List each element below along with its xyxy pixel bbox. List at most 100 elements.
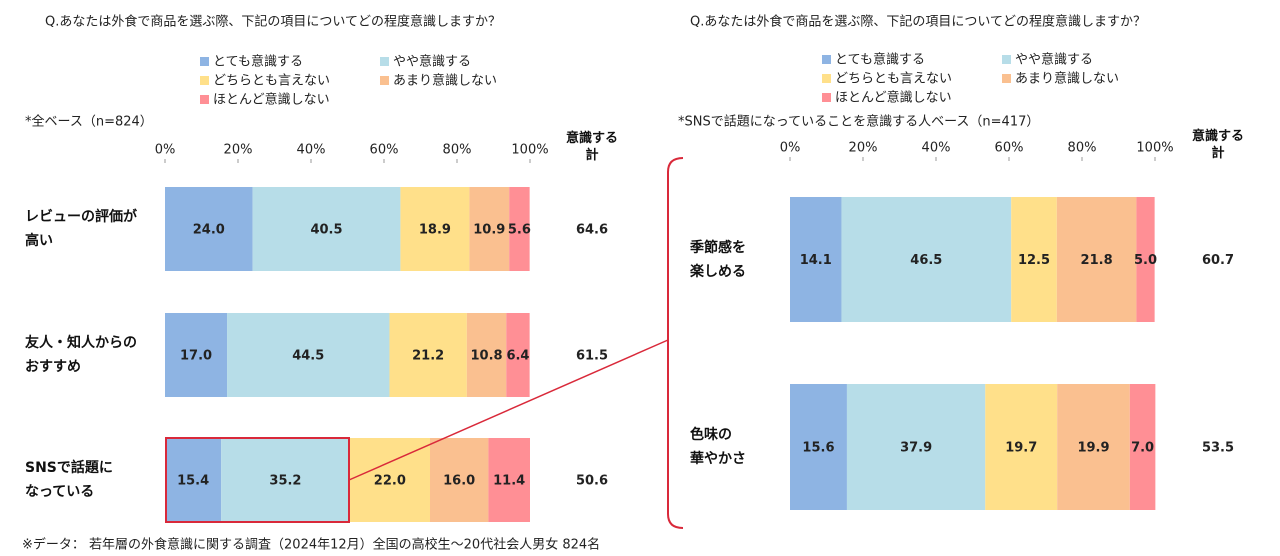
bar-segment — [165, 313, 228, 397]
bar-segment — [349, 438, 430, 522]
value-label: 6.4 — [506, 349, 529, 364]
chart-title: Q.あなたは外食で商品を選ぶ際、下記の項目についてどの程度意識しますか？ — [690, 14, 1146, 30]
value-label: 7.0 — [1131, 441, 1154, 456]
legend-label: やや意識する — [1015, 52, 1093, 68]
value-label: 16.0 — [443, 474, 475, 489]
value-label: 5.6 — [508, 223, 531, 238]
value-label: 15.6 — [802, 441, 834, 456]
legend-label: ほとんど意識しない — [213, 92, 330, 108]
bar-segment — [469, 187, 510, 271]
category-label: レビューの評価が 高い — [25, 209, 137, 249]
legend-label: あまり意識しない — [393, 73, 497, 89]
total-label: 50.6 — [576, 474, 608, 489]
legend-swatch — [200, 76, 209, 85]
value-label: 12.5 — [1018, 253, 1050, 268]
value-label: 10.9 — [473, 223, 505, 238]
value-label: 40.5 — [310, 223, 342, 238]
legend-swatch — [380, 57, 389, 66]
x-tick-label: 40% — [297, 143, 326, 158]
base-note: *SNSで話題になっていることを意識する人ベース（n=417） — [678, 114, 1039, 130]
value-label: 10.8 — [471, 349, 503, 364]
bar-segment — [165, 438, 222, 522]
category-label: 友人・知人からの おすすめ — [25, 335, 137, 375]
value-label: 14.1 — [800, 253, 832, 268]
x-tick-label: 60% — [370, 143, 399, 158]
connector-line — [348, 339, 669, 481]
value-label: 44.5 — [292, 349, 324, 364]
total-label: 64.6 — [576, 223, 608, 238]
total-label: 53.5 — [1202, 441, 1234, 456]
bar-segment — [790, 384, 847, 510]
value-label: 21.2 — [412, 349, 444, 364]
bar-segment — [400, 187, 470, 271]
category-label: 季節感を 楽しめる — [690, 239, 746, 280]
value-label: 18.9 — [419, 223, 451, 238]
x-tick-label: 100% — [1136, 141, 1173, 156]
category-label: 色味の 華やかさ — [690, 427, 746, 467]
total-label: 61.5 — [576, 349, 608, 364]
x-tick-label: 80% — [443, 143, 472, 158]
x-tick-label: 60% — [995, 141, 1024, 156]
bar-segment — [389, 313, 467, 397]
legend-label: あまり意識しない — [1015, 71, 1119, 87]
bar-segment — [1136, 197, 1155, 322]
value-label: 37.9 — [900, 441, 932, 456]
totals-header: 意識する 計 — [1191, 129, 1244, 161]
legend-swatch — [822, 74, 831, 83]
legend-label: やや意識する — [393, 54, 471, 70]
legend-swatch — [822, 55, 831, 64]
bar-segment — [841, 197, 1012, 322]
legend-label: とても意識する — [835, 52, 925, 68]
value-label: 21.8 — [1081, 253, 1113, 268]
value-label: 19.7 — [1005, 441, 1037, 456]
base-note: *全ベース（n=824） — [25, 114, 153, 130]
legend-label: ほとんど意識しない — [835, 90, 952, 106]
legend-label: どちらとも言えない — [213, 74, 330, 89]
totals-header: 意識する 計 — [565, 131, 618, 163]
bar-segment — [1056, 197, 1137, 322]
bar-segment — [252, 187, 401, 271]
category-label: SNSで話題に なっている — [25, 460, 113, 500]
legend-swatch — [380, 76, 389, 85]
x-tick-label: 20% — [849, 141, 878, 156]
bar-segment — [506, 313, 530, 397]
value-label: 46.5 — [910, 253, 942, 268]
x-tick-label: 20% — [224, 143, 253, 158]
total-label: 60.7 — [1202, 253, 1234, 268]
legend-swatch — [822, 93, 831, 102]
bar-segment — [466, 313, 507, 397]
bar-segment — [790, 197, 842, 322]
value-label: 15.4 — [177, 474, 209, 489]
bar-segment — [429, 438, 489, 522]
bar-segment — [488, 438, 530, 522]
x-tick-label: 0% — [780, 141, 801, 156]
x-tick-label: 100% — [511, 143, 548, 158]
bar-segment — [221, 438, 350, 522]
legend-swatch — [200, 57, 209, 66]
value-label: 11.4 — [493, 474, 525, 489]
bar-segment — [846, 384, 986, 510]
legend-swatch — [200, 95, 209, 104]
bar-segment — [1011, 197, 1057, 322]
chart-title: Q.あなたは外食で商品を選ぶ際、下記の項目についてどの程度意識しますか？ — [45, 14, 501, 30]
bar-segment — [509, 187, 530, 271]
bracket — [667, 157, 684, 529]
bar-segment — [165, 187, 253, 271]
bar-segment — [1057, 384, 1130, 510]
value-label: 24.0 — [193, 223, 225, 238]
bar-segment — [227, 313, 390, 397]
legend-label: とても意識する — [213, 54, 303, 70]
legend-swatch — [1002, 74, 1011, 83]
x-tick-label: 80% — [1068, 141, 1097, 156]
bar-segment — [1129, 384, 1156, 510]
value-label: 17.0 — [180, 349, 212, 364]
x-tick-label: 40% — [922, 141, 951, 156]
value-label: 22.0 — [374, 474, 406, 489]
value-label: 19.9 — [1077, 441, 1109, 456]
footnote: ※データ： 若年層の外食意識に関する調査（2024年12月）全国の高校生～20代… — [22, 537, 600, 553]
value-label: 35.2 — [269, 474, 301, 489]
value-label: 5.0 — [1134, 253, 1157, 268]
bar-segment — [985, 384, 1058, 510]
